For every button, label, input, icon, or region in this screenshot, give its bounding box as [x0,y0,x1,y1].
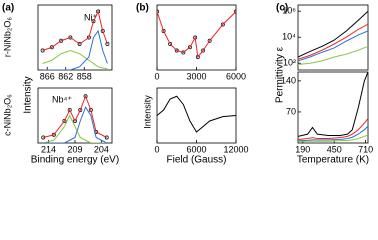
x-tick-label: 866 [40,71,55,81]
data-point [40,48,45,53]
data-point [49,45,54,50]
data-point [161,29,166,33]
y-tick-label: 10⁴ [282,32,296,42]
data-point [104,135,109,140]
y-tick-label: 10⁶ [282,6,296,16]
x-tick-label: 6000 [226,71,246,81]
y-axis-label: Permittivity ε [275,46,286,103]
y-axis-label: r-NiNb₂O₆ [2,17,12,57]
series-line [298,45,368,65]
plot-frame [37,4,113,71]
annotation: Nb⁴⁺ [52,94,72,104]
x-tick-label: 862 [58,71,73,81]
x-axis-label: Field (Gauss) [166,155,226,166]
series-line [298,118,368,140]
series-line [43,94,107,138]
series-line [42,10,108,51]
series-line [43,106,107,143]
data-point [59,38,64,43]
x-tick-label: 450 [327,144,342,154]
x-tick-label: 6000 [186,144,206,154]
x-tick-label: 0 [154,71,159,81]
series-line [42,29,108,70]
series-line [298,134,368,143]
data-point [78,108,83,112]
series-line [157,95,236,133]
data-point [157,9,159,14]
x-tick-label: 710 [358,144,373,154]
x-tick-label: 204 [94,144,109,154]
series-line [298,23,368,60]
series-line [298,10,368,58]
data-point [207,38,212,43]
data-point [67,108,72,112]
y-axis-label: Intensity [23,76,34,113]
y-tick-label: 10² [283,58,296,68]
series-line [42,49,108,70]
y-axis-label: c-NiNb₂O₆ [2,94,12,136]
x-tick-label: 214 [41,144,56,154]
series-line [298,30,368,62]
data-point [187,45,192,50]
data-point [105,42,110,46]
figure: 866 862 858 (a) r-NiNb₂O₆ Intensity Ni⁺ 214 209 2… [2,3,373,166]
y-tick-label: 70 [286,106,296,116]
series-line [298,72,368,137]
x-tick-label: 3000 [186,71,206,81]
series-line [157,11,236,59]
annotation: Ni⁺ [84,12,97,22]
x-axis-label: Temperature (K) [297,155,369,166]
series-line [43,114,107,143]
data-point [73,119,77,123]
data-point [201,48,206,53]
plot-frame [156,87,237,144]
data-point [234,9,236,14]
x-tick-label: 209 [67,144,82,154]
x-tick-label: 12000 [223,144,248,154]
data-point [220,22,225,27]
data-point [77,42,82,46]
panel-label: (b) [136,3,149,14]
panel-label: (c) [276,3,288,14]
plot-frame [297,4,369,71]
data-point [83,94,88,99]
x-tick-label: 0 [154,144,159,154]
y-tick-label: 140 [281,75,296,85]
y-axis-label: Intensity [142,95,152,129]
data-point [168,42,173,46]
x-tick-label: 858 [77,71,92,81]
data-point [68,35,73,40]
x-axis-label: Binding energy (eV) [31,155,119,166]
panel-label: (a) [2,3,14,14]
series-line [298,125,368,142]
x-tick-label: 190 [295,144,310,154]
data-point [62,119,67,123]
plot-frame [297,71,369,144]
